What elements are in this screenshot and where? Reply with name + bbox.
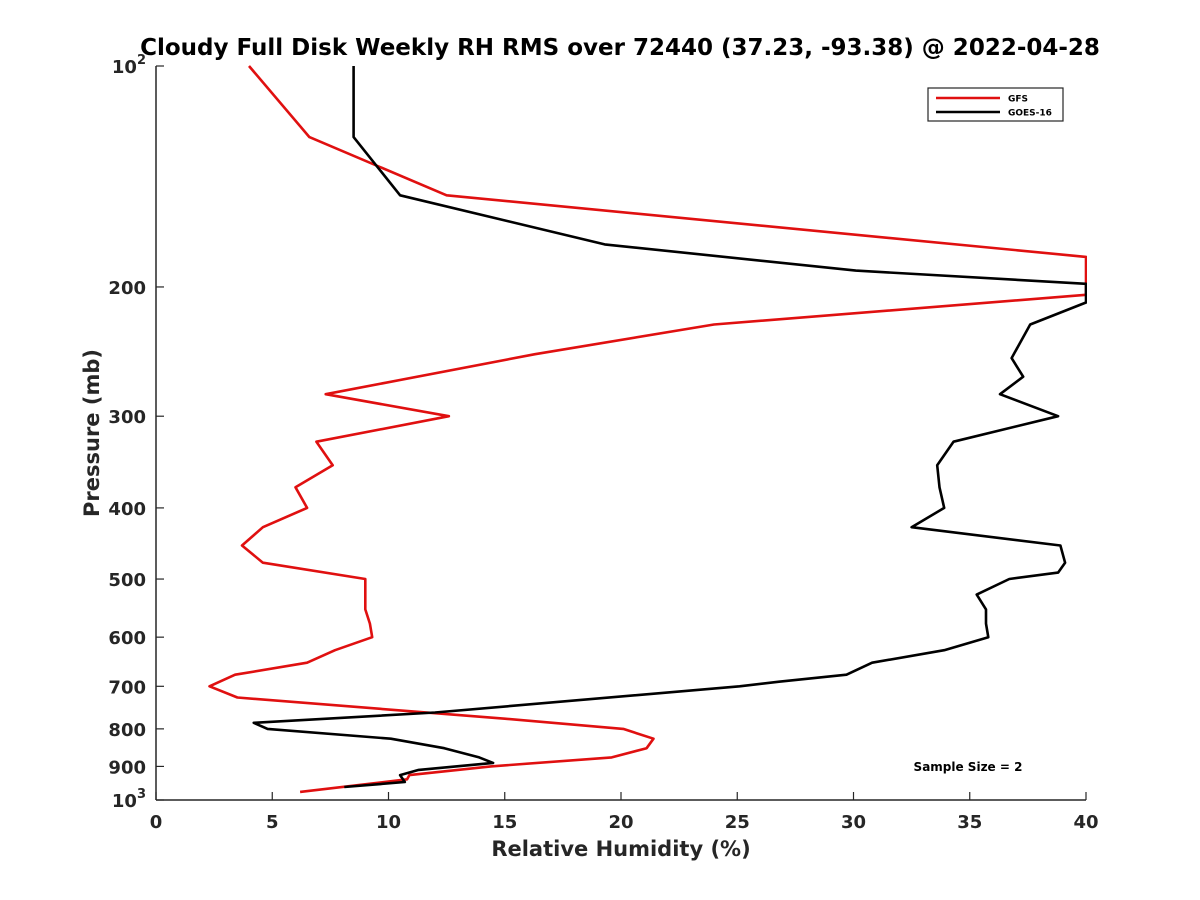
x-axis-label: Relative Humidity (%) [491, 837, 750, 861]
x-tick-label-6: 30 [841, 812, 866, 833]
y-axis-label: Pressure (mb) [80, 349, 104, 517]
y-tick-label-0: 102 [112, 53, 146, 78]
y-tick-label-3: 400 [108, 499, 146, 520]
x-tick-label-0: 0 [150, 812, 163, 833]
legend-box [927, 87, 1064, 122]
legend-entries: GFS GOES-16 [936, 95, 1052, 119]
x-tick-label-8: 40 [1073, 812, 1098, 833]
plot-area [208, 65, 1087, 794]
x-tick-label-4: 20 [608, 812, 633, 833]
x-tick-label-3: 15 [492, 812, 517, 833]
y-tick-label-5: 600 [108, 628, 146, 649]
x-axis-ticks: 0 5 10 15 20 25 30 35 40 [150, 792, 1099, 833]
y-tick-label-8: 900 [108, 757, 146, 778]
y-tick-label-7: 800 [108, 720, 146, 741]
series-line-gfs [208, 65, 1087, 794]
y-tick-label-4: 500 [108, 570, 146, 591]
y-tick-label-1: 200 [108, 278, 146, 299]
y-tick-label-6: 700 [108, 677, 146, 698]
x-tick-label-2: 10 [376, 812, 401, 833]
x-tick-label-7: 35 [957, 812, 982, 833]
legend: GFS GOES-16 [927, 87, 1064, 122]
x-tick-label-1: 5 [266, 812, 279, 833]
legend-label-1: GOES-16 [1008, 109, 1052, 119]
sample-size-annotation: Sample Size = 2 [914, 760, 1023, 774]
y-axis-ticks: 102 200 300 400 500 600 700 800 900 103 [108, 53, 164, 812]
y-tick-label-9: 103 [112, 787, 146, 812]
x-tick-label-5: 25 [725, 812, 750, 833]
series-line-goes-16 [252, 66, 1087, 789]
y-tick-label-2: 300 [108, 407, 146, 428]
chart-title: Cloudy Full Disk Weekly RH RMS over 7244… [140, 35, 1100, 61]
legend-label-0: GFS [1008, 95, 1028, 105]
